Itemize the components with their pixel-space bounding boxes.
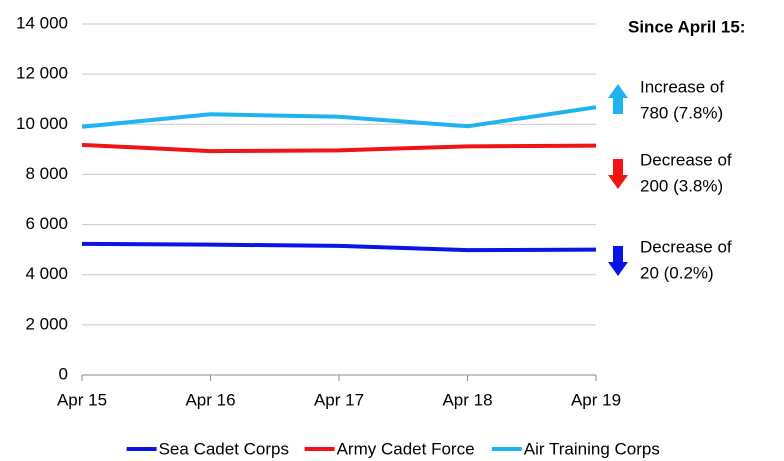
y-tick-label: 8 000 [25, 164, 68, 183]
y-tick-label: 2 000 [25, 314, 68, 333]
annotation-text: Increase of [640, 77, 724, 96]
x-tick-label: Apr 15 [57, 390, 107, 409]
annotation-text: 200 (3.8%) [640, 176, 723, 195]
annotation-title: Since April 15: [628, 17, 745, 36]
y-tick-label: 14 000 [16, 13, 68, 32]
legend-label: Army Cadet Force [337, 439, 475, 458]
x-tick-label: Apr 16 [185, 390, 235, 409]
legend-label: Air Training Corps [524, 439, 660, 458]
annotation-text: Decrease of [640, 150, 732, 169]
series-line [81, 142, 597, 154]
x-tick-label: Apr 17 [314, 390, 364, 409]
annotation-arrow [608, 84, 628, 114]
annotation-arrow [608, 246, 628, 276]
x-tick-label: Apr 18 [442, 390, 492, 409]
y-tick-label: 0 [59, 364, 68, 383]
y-tick-label: 12 000 [16, 64, 68, 83]
y-tick-label: 4 000 [25, 264, 68, 283]
series-line [81, 241, 597, 253]
annotation-text: 780 (7.8%) [640, 103, 723, 122]
annotation-arrow [608, 159, 628, 189]
x-tick-label: Apr 19 [571, 390, 621, 409]
y-tick-label: 10 000 [16, 114, 68, 133]
series-line [81, 105, 597, 129]
legend-label: Sea Cadet Corps [159, 439, 289, 458]
annotation-text: Decrease of [640, 237, 732, 256]
annotation-text: 20 (0.2%) [640, 263, 714, 282]
y-tick-label: 6 000 [25, 214, 68, 233]
